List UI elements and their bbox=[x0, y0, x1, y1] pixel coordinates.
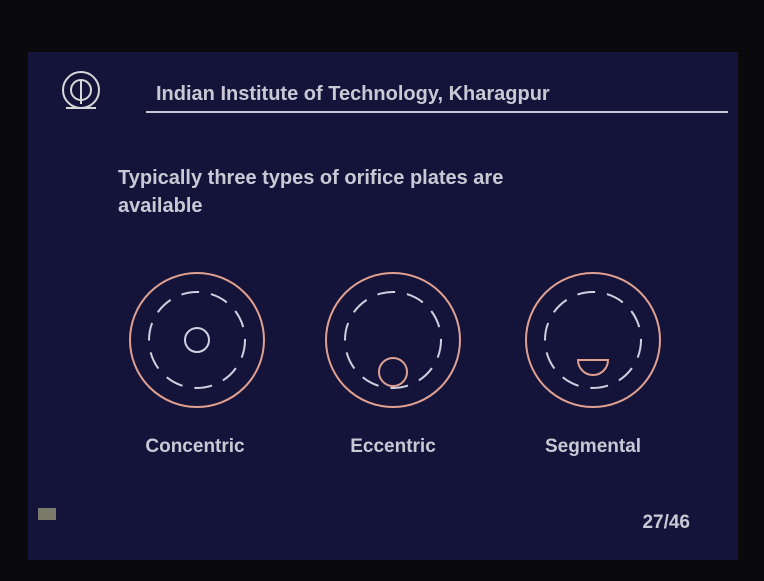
slide-background bbox=[28, 52, 738, 560]
header-title: Indian Institute of Technology, Kharagpu… bbox=[156, 83, 550, 105]
figure-label: Eccentric bbox=[350, 436, 436, 457]
segmental-plate bbox=[525, 272, 661, 408]
logo bbox=[62, 71, 100, 109]
concentric-plate bbox=[129, 272, 265, 408]
footer-icon bbox=[38, 508, 56, 520]
eccentric-plate bbox=[325, 272, 461, 408]
page-number: 27/46 bbox=[642, 512, 690, 533]
body-text: Typically three types of orifice plates … bbox=[118, 167, 503, 189]
figure-label: Concentric bbox=[145, 436, 245, 457]
body-text: available bbox=[118, 195, 203, 217]
figure-label: Segmental bbox=[545, 436, 641, 457]
